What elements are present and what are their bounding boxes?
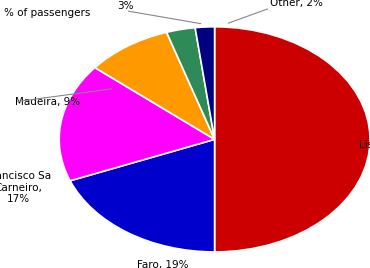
Text: Francisco Sa
Carneiro,
17%: Francisco Sa Carneiro, 17%: [0, 171, 51, 204]
Text: Madeira, 9%: Madeira, 9%: [15, 97, 80, 107]
Wedge shape: [59, 68, 215, 181]
Wedge shape: [166, 28, 215, 139]
Text: Other, 2%: Other, 2%: [270, 0, 323, 8]
Wedge shape: [195, 27, 215, 139]
Wedge shape: [215, 27, 370, 252]
Wedge shape: [95, 32, 215, 139]
Text: Joao Paulo II,
3%: Joao Paulo II, 3%: [93, 0, 159, 11]
Text: Lisbon, 50%: Lisbon, 50%: [359, 140, 370, 150]
Text: % of passengers: % of passengers: [4, 8, 90, 18]
Wedge shape: [70, 139, 215, 252]
Text: Faro, 19%: Faro, 19%: [137, 260, 189, 268]
